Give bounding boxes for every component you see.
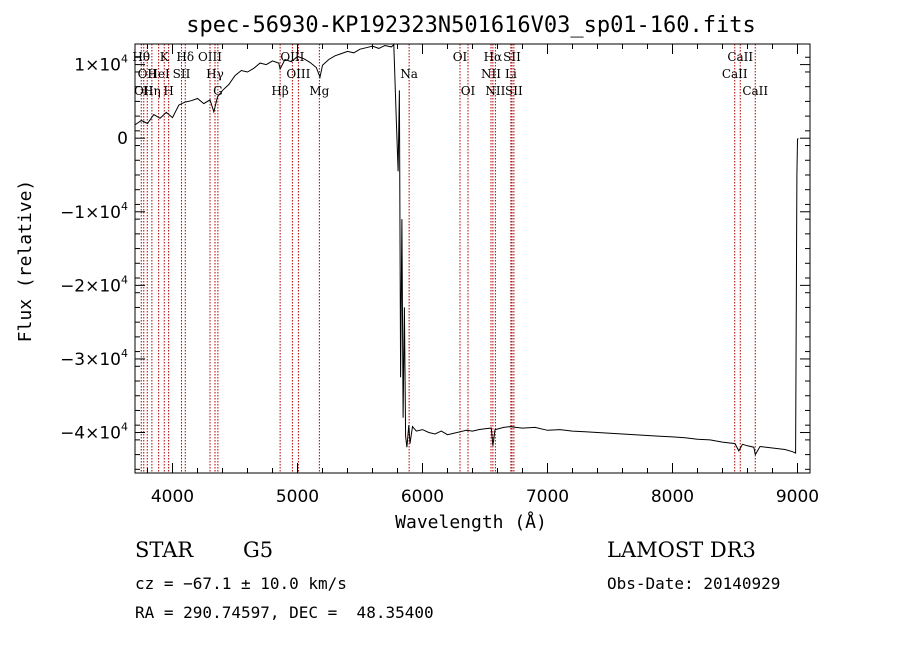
spectrum-line (134, 43, 799, 456)
line-label-27: CaII (742, 84, 768, 98)
line-label-15: Mg (309, 84, 329, 98)
line-label-4: HeI (147, 67, 170, 81)
object-class: STAR (135, 538, 194, 562)
y-tick-label-4: −3×104 (60, 347, 128, 370)
y-tick-label-5: −4×104 (60, 421, 128, 444)
line-label-14: OIII (286, 67, 310, 81)
y-tick-label-2: −1×104 (60, 200, 128, 223)
line-label-10: Hγ (206, 67, 224, 81)
x-tick-label-2: 6000 (401, 487, 444, 507)
y-tick-label-0: 1×104 (74, 53, 128, 76)
y-axis: 1×104 0 −1×104 −2×104 −3×104 −4×104 (60, 53, 810, 470)
y-tick-label-1: 0 (117, 129, 128, 149)
x-tick-label-5: 9000 (776, 487, 819, 507)
line-label-12: Hβ (271, 84, 288, 98)
plot-frame (134, 43, 811, 474)
redshift-velocity: cz = −67.1 ± 10.0 km/s (135, 574, 347, 593)
line-label-9: OIII (198, 50, 222, 64)
x-tick-label-3: 7000 (526, 487, 569, 507)
line-label-16: Na (400, 67, 418, 81)
y-tick-label-3: −2×104 (60, 273, 128, 296)
line-label-11: G (213, 84, 223, 98)
line-label-21: NII (485, 84, 505, 98)
line-label-3: Hη (143, 84, 161, 98)
line-label-22: Li (505, 67, 517, 81)
x-axis-label: Wavelength (Å) (395, 511, 547, 533)
coordinates: RA = 290.74597, DEC = 48.35400 (135, 603, 434, 622)
line-label-1: OII (134, 84, 154, 98)
line-label-5: K (160, 50, 170, 64)
line-label-23: SII (503, 50, 521, 64)
line-label-0: Hθ (132, 50, 150, 64)
x-axis: 4000 5000 6000 7000 8000 9000 (147, 44, 819, 507)
line-label-18: OI (461, 84, 476, 98)
line-label-24: SII (505, 84, 523, 98)
line-label-26: CaII (727, 50, 753, 64)
line-label-6: H (163, 84, 173, 98)
line-label-2: OII (138, 67, 158, 81)
y-axis-label: Flux (relative) (15, 180, 36, 343)
spectral-line-markers (140, 44, 756, 473)
survey-name: LAMOST DR3 (607, 538, 756, 562)
x-tick-label-1: 5000 (276, 487, 319, 507)
chart-title: spec-56930-KP192323N501616V03_sp01-160.f… (186, 13, 756, 38)
x-tick-label-0: 4000 (151, 487, 194, 507)
x-tick-label-4: 8000 (651, 487, 694, 507)
line-label-8: Hδ (176, 50, 194, 64)
object-subclass: G5 (243, 538, 274, 562)
observation-date: Obs-Date: 20140929 (607, 574, 781, 593)
line-label-20: Hα (484, 50, 503, 64)
line-label-19: NII (481, 67, 501, 81)
line-label-17: OI (453, 50, 468, 64)
line-label-7: SII (173, 67, 191, 81)
line-label-25: CaII (722, 67, 748, 81)
